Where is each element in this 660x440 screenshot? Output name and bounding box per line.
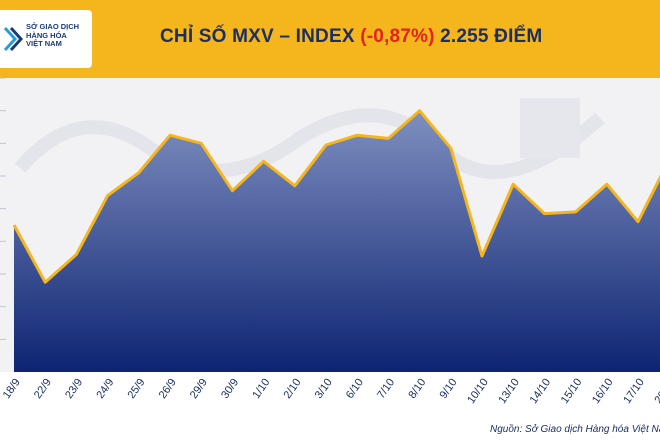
x-tick-label: 3/10 xyxy=(313,377,335,401)
x-tick-label: 25/9 xyxy=(126,377,148,401)
x-tick-label: 9/10 xyxy=(438,377,460,401)
index-chart: 18/9 22/9 23/9 24/9 25/9 26/9 29/9 30/9 1/10 2/10… xyxy=(0,78,660,406)
x-tick-label: 17/10 xyxy=(621,377,647,406)
x-tick-label: 15/10 xyxy=(559,377,585,406)
x-tick-label: 29/9 xyxy=(188,377,210,401)
title-prefix: CHỈ SỐ MXV – INDEX xyxy=(160,26,361,47)
x-tick-label: 7/10 xyxy=(375,377,397,401)
source-note: Nguồn: Sở Giao dịch Hàng hóa Việt Nam xyxy=(490,424,660,435)
x-tick-label: 2/10 xyxy=(282,377,304,401)
logo-text: SỞ GIAO DỊCH HÀNG HÓA VIỆT NAM xyxy=(26,22,92,49)
x-tick-label: 1/10 xyxy=(250,377,272,401)
x-tick-label: 20/10 xyxy=(652,377,660,406)
logo-mark-icon xyxy=(3,26,24,52)
logo-line-1: SỞ GIAO DỊCH xyxy=(26,22,80,31)
logo: SỞ GIAO DỊCH HÀNG HÓA VIỆT NAM xyxy=(0,10,92,68)
x-tick-label: 18/9 xyxy=(1,377,23,401)
index-line xyxy=(12,109,660,284)
title-suffix: 2.255 ĐIỂM xyxy=(434,26,543,47)
x-tick-label: 16/10 xyxy=(590,377,616,406)
x-tick-label: 24/9 xyxy=(94,377,116,401)
logo-line-3: VIỆT NAM xyxy=(26,39,62,48)
x-tick-label: 23/9 xyxy=(63,377,85,401)
x-tick-label: 6/10 xyxy=(344,377,366,401)
x-tick-label: 13/10 xyxy=(496,377,522,406)
x-tick-label: 30/9 xyxy=(219,377,241,401)
x-tick-label: 14/10 xyxy=(528,377,554,406)
title-change: (-0,87%) xyxy=(360,26,435,47)
x-axis-labels: 18/9 22/9 23/9 24/9 25/9 26/9 29/9 30/9 1/10 2/10… xyxy=(1,377,660,406)
x-tick-label: 8/10 xyxy=(406,377,428,401)
y-axis-ticks xyxy=(0,78,6,340)
x-tick-label: 22/9 xyxy=(32,377,54,401)
index-area xyxy=(14,110,660,372)
page-title: CHỈ SỐ MXV – INDEX (-0,87%) 2.255 ĐIỂM xyxy=(160,26,542,48)
logo-line-2: HÀNG HÓA xyxy=(26,30,67,40)
header-banner: SỞ GIAO DỊCH HÀNG HÓA VIỆT NAM CHỈ SỐ MX… xyxy=(0,0,660,78)
x-tick-label: 26/9 xyxy=(157,377,179,401)
x-tick-label: 10/10 xyxy=(465,377,491,406)
